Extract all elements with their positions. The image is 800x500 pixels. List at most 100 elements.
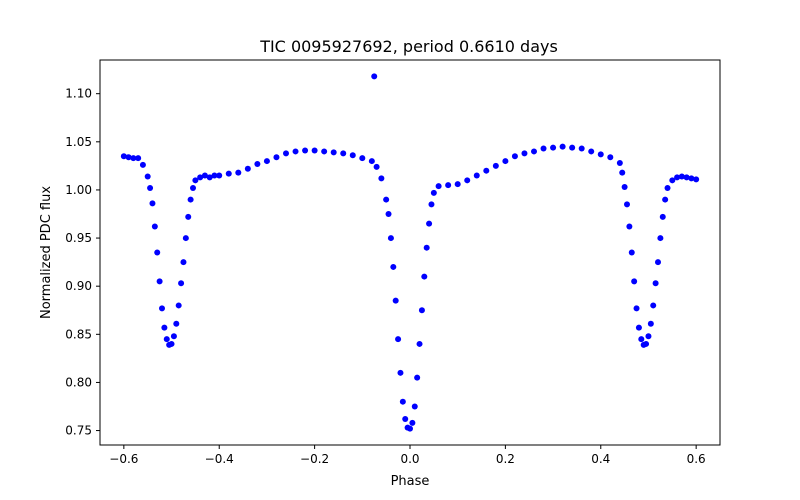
- data-point: [578, 145, 585, 152]
- data-point: [139, 161, 146, 168]
- data-point: [125, 154, 132, 161]
- data-point: [321, 148, 328, 155]
- data-point: [511, 153, 518, 160]
- data-point: [130, 155, 137, 162]
- data-point: [643, 340, 650, 347]
- data-point: [159, 305, 165, 312]
- data-point: [521, 150, 528, 157]
- data-point: [206, 174, 213, 181]
- data-point: [225, 170, 232, 177]
- data-point: [235, 169, 242, 176]
- data-point: [283, 150, 289, 157]
- data-point: [151, 223, 158, 230]
- data-point: [147, 185, 154, 192]
- data-point: [359, 155, 366, 162]
- data-point: [688, 175, 695, 182]
- data-point: [464, 177, 471, 184]
- y-tick-label: 1.10: [65, 87, 92, 101]
- data-point: [409, 419, 416, 426]
- data-point: [263, 158, 270, 165]
- data-point: [569, 144, 576, 151]
- data-point: [397, 369, 404, 376]
- data-point: [302, 147, 309, 154]
- data-point: [635, 324, 642, 331]
- data-point: [559, 143, 566, 150]
- data-point: [638, 336, 645, 343]
- data-point: [156, 278, 163, 285]
- data-point: [645, 333, 652, 340]
- data-point: [168, 340, 175, 347]
- data-point: [657, 235, 664, 242]
- data-point: [619, 169, 626, 176]
- data-point: [416, 340, 423, 347]
- data-point: [185, 213, 192, 220]
- x-axis-label: Phase: [391, 474, 430, 489]
- data-point: [311, 147, 318, 154]
- data-point: [154, 249, 161, 256]
- x-tick-label: −0.2: [300, 452, 329, 466]
- data-point: [628, 249, 635, 256]
- data-point: [652, 280, 659, 287]
- plot-frame: [99, 59, 721, 446]
- data-point: [550, 144, 557, 151]
- data-point: [399, 398, 406, 405]
- y-axis: 0.75 0.80 0.85 0.90 0.95 1.00 1.05 1.10: [65, 87, 100, 438]
- data-point: [292, 148, 299, 155]
- data-point: [428, 201, 435, 208]
- data-point: [631, 278, 638, 285]
- data-point: [418, 307, 425, 314]
- data-point: [624, 201, 630, 208]
- data-point: [144, 173, 151, 180]
- data-point: [349, 152, 356, 159]
- data-point: [392, 297, 399, 304]
- data-point: [173, 320, 180, 327]
- data-point: [626, 223, 633, 230]
- data-point: [330, 149, 337, 156]
- data-point: [669, 177, 676, 184]
- data-point: [190, 185, 196, 192]
- y-tick-label: 1.00: [65, 183, 92, 197]
- data-point: [273, 154, 280, 161]
- y-tick-label: 0.85: [65, 327, 92, 341]
- data-point: [633, 305, 640, 312]
- data-point: [368, 158, 375, 165]
- x-tick-label: −0.4: [205, 452, 234, 466]
- data-point: [390, 263, 397, 270]
- data-point: [371, 73, 378, 80]
- data-point: [383, 196, 390, 203]
- data-point: [454, 181, 461, 188]
- data-point: [426, 220, 433, 227]
- data-point: [178, 280, 185, 287]
- data-point: [378, 175, 385, 182]
- data-point: [421, 273, 428, 280]
- data-point: [197, 174, 204, 181]
- data-point: [340, 150, 347, 157]
- data-point: [664, 185, 671, 192]
- data-point: [693, 176, 700, 183]
- data-point: [540, 145, 547, 152]
- y-tick-label: 0.75: [65, 424, 92, 438]
- data-point: [502, 158, 509, 165]
- data-point: [402, 416, 409, 423]
- data-point: [435, 183, 442, 190]
- data-point: [445, 182, 452, 189]
- data-point: [588, 148, 595, 155]
- x-axis: −0.6 −0.4 −0.2 0.0 0.2 0.4 0.6: [109, 445, 706, 466]
- data-point: [616, 159, 623, 166]
- data-point: [244, 165, 251, 172]
- data-point: [621, 184, 628, 191]
- data-point: [483, 167, 490, 174]
- data-point: [647, 320, 654, 327]
- x-tick-label: 0.0: [400, 452, 419, 466]
- data-point: [659, 213, 666, 220]
- data-point: [674, 174, 681, 181]
- data-point: [175, 302, 182, 309]
- data-point: [161, 324, 168, 331]
- data-point: [531, 148, 537, 155]
- data-point: [414, 374, 421, 381]
- data-point: [170, 333, 177, 340]
- chart-title: TIC 0095927692, period 0.6610 days: [259, 37, 558, 56]
- data-point: [182, 235, 189, 242]
- data-point: [430, 189, 437, 196]
